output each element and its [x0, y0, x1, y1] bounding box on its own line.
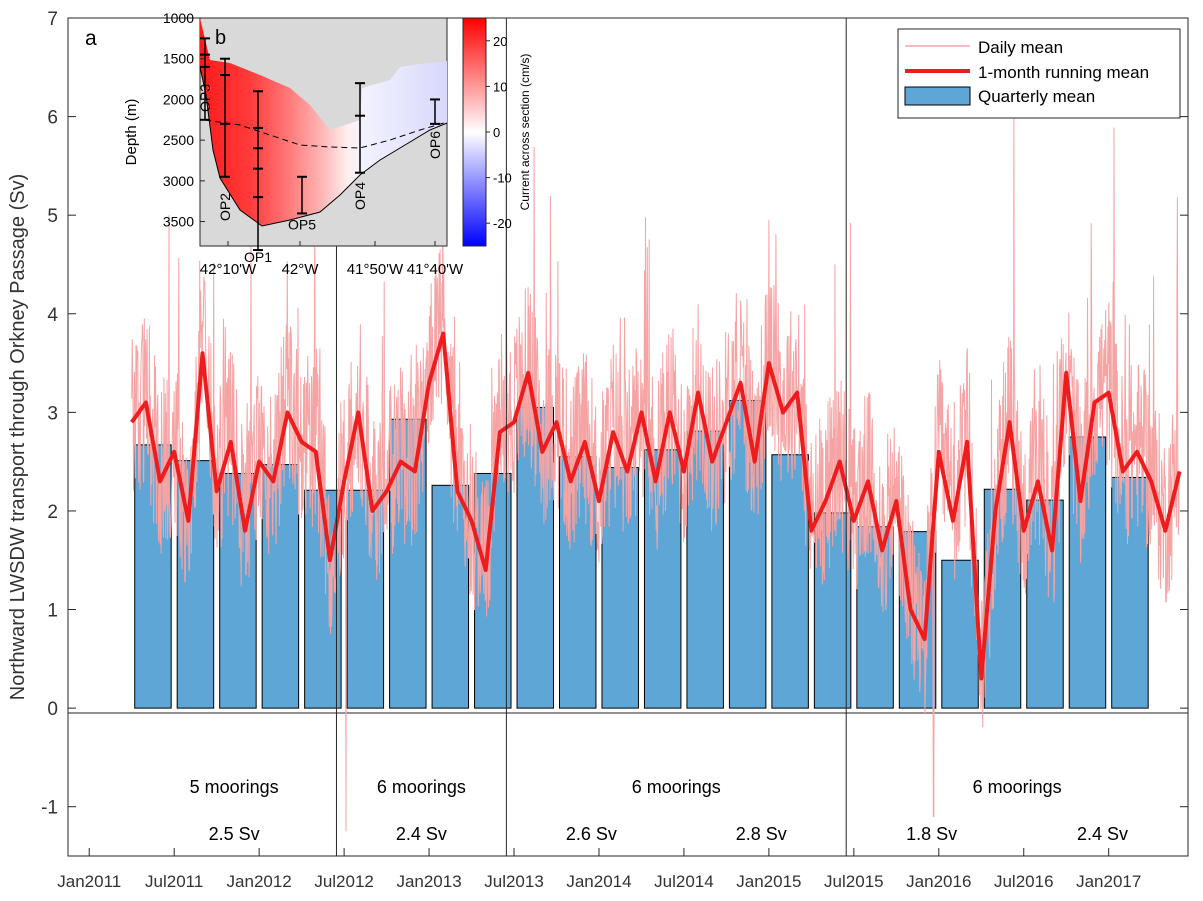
x-tick-label: Jan2015 [736, 872, 801, 891]
x-tick-label: Jan2017 [1076, 872, 1141, 891]
running-mean-line [130, 331, 1182, 681]
daily-mean-series [131, 116, 1180, 832]
colorbar-tick-label: 10 [493, 79, 507, 94]
deployment-mean-label: 2.8 Sv [736, 824, 787, 844]
daily-mean-line [131, 116, 1180, 832]
x-tick-label: Jul2015 [824, 872, 884, 891]
inset-y-axis-label: Depth (m) [123, 99, 140, 166]
inset-y-tick-label: 1500 [163, 51, 194, 67]
deployment-mean-label: 2.6 Sv [566, 824, 617, 844]
inset-section-plot: OP3 OP2 OP1 OP5 OP4 OP6 1000 1500 2000 2500 3000 3… [123, 10, 464, 278]
x-tick-label: Jan2012 [227, 872, 292, 891]
mooring-label: OP6 [427, 131, 443, 159]
y-axis-label: Northward LWSDW transport through Orkney… [7, 174, 29, 700]
deployment-mean-label: 2.4 Sv [1077, 824, 1128, 844]
mooring-label: OP5 [288, 216, 316, 232]
deployment-moorings-label: 6 moorings [632, 777, 721, 797]
inset-x-tick-label: 42°10'W [200, 261, 257, 278]
velocity-section [200, 18, 447, 226]
inset-y-tick-label: 3000 [163, 173, 194, 189]
inset-x-tick-label: 41°50'W [347, 261, 404, 278]
deployment-mean-label: 2.4 Sv [396, 824, 447, 844]
y-tick-label: 0 [47, 699, 58, 720]
mooring-label: OP3 [197, 84, 213, 112]
colorbar-ticks: 20 10 0 -10 -20 [486, 34, 512, 231]
quarterly-bar [601, 467, 639, 709]
legend: Daily mean 1-month running mean Quarterl… [897, 28, 1181, 119]
mooring-label: OP4 [352, 182, 368, 210]
x-tick-label: Jan2014 [566, 872, 631, 891]
colorbar-tick-label: 0 [493, 125, 500, 140]
x-tick-label: Jan2011 [57, 872, 121, 891]
inset-x-tick-label: 41°40'W [407, 261, 464, 278]
panel-label-b: b [215, 27, 226, 49]
legend-quarterly-label: Quarterly mean [978, 87, 1095, 106]
colorbar-gradient [462, 17, 487, 247]
x-tick-label: Jul2011 [145, 872, 203, 891]
colorbar-label: Current across section (cm/s) [518, 54, 532, 211]
y-tick-label: 2 [47, 502, 58, 523]
quarterly-bar [1111, 476, 1149, 709]
inset-y-tick-label: 1000 [163, 10, 194, 26]
x-tick-label: Jul2016 [994, 872, 1054, 891]
deployment-moorings-label: 6 moorings [377, 777, 466, 797]
x-axis: Jan2011 Jul2011 Jan2012 Jul2012 Jan2013 Jul20… [57, 848, 1141, 891]
legend-running-label: 1-month running mean [978, 63, 1149, 82]
deployment-mean-label: 1.8 Sv [906, 824, 957, 844]
x-tick-label: Jan2013 [396, 872, 461, 891]
x-tick-label: Jan2016 [906, 872, 971, 891]
mooring-label: OP1 [244, 249, 272, 265]
legend-quarterly-swatch [904, 86, 971, 106]
quarterly-bar [261, 464, 300, 709]
deployment-mean-label: 2.5 Sv [209, 824, 260, 844]
y-tick-label: 6 [47, 108, 58, 129]
deployment-labels: 5 moorings 2.5 Sv 6 moorings 2.4 Sv 6 moorin… [190, 777, 1128, 844]
y-tick-label: 1 [47, 601, 58, 622]
isopycnal-line [204, 119, 448, 149]
inset-x-tick-label: 42°W [282, 261, 320, 278]
panel-label-a: a [85, 27, 97, 50]
y-tick-label: 7 [47, 9, 58, 30]
mooring-markers: OP3 OP2 OP1 OP5 OP4 OP6 [197, 37, 443, 265]
colorbar-tick-label: -20 [493, 216, 512, 231]
running-mean-series [130, 331, 1182, 681]
deployment-moorings-label: 5 moorings [190, 777, 279, 797]
colorbar-tick-label: 20 [493, 34, 507, 49]
inset-y-tick-label: 2500 [163, 132, 194, 148]
colorbar-tick-label: -10 [493, 171, 512, 186]
x-tick-label: Jul2013 [484, 872, 544, 891]
x-tick-label: Jul2014 [654, 872, 714, 891]
mooring-label: OP2 [217, 193, 233, 221]
y-tick-label: 3 [47, 403, 58, 424]
quarterly-bar [941, 559, 979, 709]
quarterly-bar [771, 454, 809, 709]
x-tick-label: Jul2012 [314, 872, 374, 891]
inset-y-tick-label: 2000 [163, 91, 194, 107]
deployment-moorings-label: 6 moorings [973, 777, 1062, 797]
colorbar: 20 10 0 -10 -20 Current across section (cm/s… [462, 17, 532, 247]
inset-axes: 1000 1500 2000 2500 3000 3500 42°10'W 42°W 41°50… [163, 10, 464, 278]
inset-y-tick-label: 3500 [163, 214, 194, 230]
y-tick-label: 5 [47, 206, 58, 227]
y-tick-label: -1 [41, 798, 58, 819]
bathymetry-line [199, 66, 448, 227]
y-tick-label: 4 [47, 305, 58, 326]
legend-daily-label: Daily mean [978, 38, 1063, 57]
quarterly-bar [431, 484, 470, 709]
